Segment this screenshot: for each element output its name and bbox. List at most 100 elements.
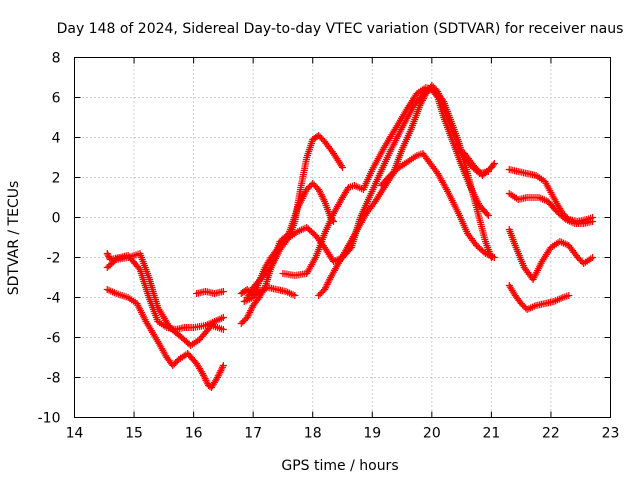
data-point [243,314,251,321]
series-track-p [505,282,573,313]
data-point [260,285,268,293]
data-point [247,307,255,315]
x-tick-label: 15 [125,426,143,442]
data-point [321,284,329,292]
y-tick-label: 6 [52,91,61,107]
data-point [490,254,498,261]
data-point [239,318,247,326]
data-point [321,286,329,293]
data-point [589,218,597,225]
data-point [490,160,498,167]
data-point [214,372,222,380]
x-tick-label: 17 [244,426,262,442]
data-point [111,257,119,265]
data-point [217,367,225,375]
data-point [575,255,583,263]
data-point [417,100,425,108]
series-track-h [243,86,492,301]
data-point [316,187,324,195]
data-point [489,161,497,169]
data-point [339,164,346,171]
data-point [219,314,227,321]
x-tick-label: 20 [423,426,441,442]
data-point [219,288,227,295]
data-point [202,376,210,384]
data-point [172,359,180,366]
data-point [574,254,582,261]
y-tick-label: 8 [52,51,61,67]
data-point [316,189,324,197]
data-point [306,183,314,190]
data-point [310,181,318,189]
data-point [304,184,312,192]
data-point [429,83,437,91]
x-tick-label: 19 [363,426,381,442]
data-point [577,257,585,264]
data-point [203,378,211,386]
data-point [420,93,428,101]
data-point [315,186,323,193]
data-point [323,280,331,288]
data-point [104,251,112,259]
data-point [418,98,426,106]
y-tick-label: 4 [52,131,61,147]
data-point [520,303,528,310]
axis-ticks [74,57,611,418]
series-track-o [505,226,597,283]
x-tick-label: 14 [66,426,84,442]
data-point [320,196,328,204]
series-track-j [315,82,492,299]
data-point [317,191,325,199]
data-point [589,254,597,261]
data-point [428,82,436,89]
data-point [312,183,320,190]
data-point [218,365,226,373]
data-point [169,362,177,369]
data-point [309,180,317,187]
data-point [316,290,324,298]
data-point [483,210,491,218]
data-point [216,368,224,376]
data-point [419,95,427,103]
data-points [103,82,597,391]
y-tick-label: -4 [47,291,61,307]
data-point [325,277,333,285]
data-point [219,362,227,369]
x-tick-label: 22 [542,426,560,442]
data-point [318,192,326,200]
series-track-k [377,150,498,261]
grid [74,57,611,418]
data-point [170,360,178,368]
x-tick-label: 21 [482,426,500,442]
y-tick-label: -8 [47,371,61,387]
data-point [431,85,439,92]
x-tick-labels: 14 15 16 17 18 19 20 21 22 23 [66,426,620,442]
chart-title: Day 148 of 2024, Sidereal Day-to-day VTE… [57,21,624,37]
series-track-m [505,166,597,225]
data-point [199,371,207,379]
y-axis-label: SDTVAR / TECUs [6,181,22,296]
data-point [201,375,209,383]
series-track-b [103,250,227,349]
series-track-l [452,144,498,179]
data-point [213,374,221,381]
x-axis-label: GPS time / hours [281,458,398,474]
series-track-i [279,84,495,279]
series-track-d [193,288,227,297]
data-point [318,289,326,296]
data-point [324,279,332,287]
series-track-c [103,286,227,391]
data-point [484,212,492,219]
data-point [199,370,207,377]
data-point [418,96,426,104]
data-point [247,305,255,313]
data-point [244,312,252,320]
data-point [315,292,323,299]
data-point [219,363,227,371]
y-tick-label: -10 [38,411,61,427]
y-tick-label: -6 [47,331,61,347]
data-point [135,264,143,272]
data-point [245,310,253,318]
data-point [215,370,223,378]
